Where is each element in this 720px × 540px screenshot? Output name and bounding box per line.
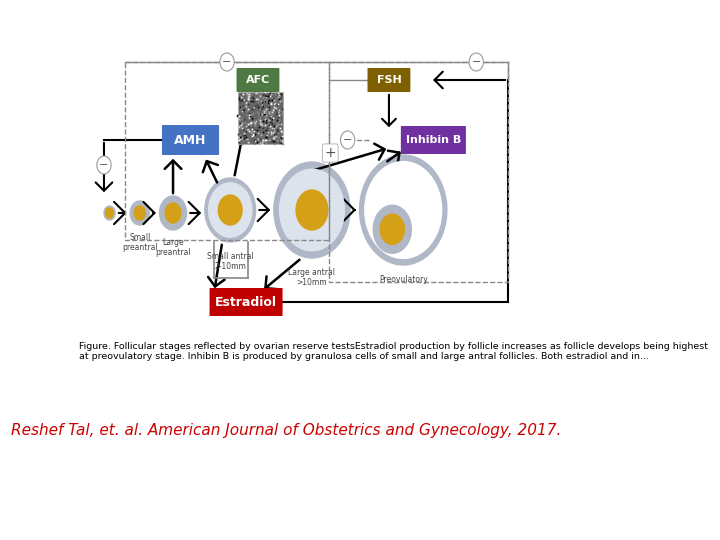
Text: Reshef Tal, et. al. American Journal of Obstetrics and Gynecology, 2017.: Reshef Tal, et. al. American Journal of …	[11, 422, 561, 437]
Circle shape	[279, 169, 344, 251]
Bar	[125, 62, 330, 240]
Circle shape	[373, 205, 411, 253]
Circle shape	[209, 183, 252, 237]
Circle shape	[359, 155, 447, 265]
Circle shape	[365, 161, 441, 259]
FancyBboxPatch shape	[162, 125, 219, 155]
Text: Small antral
2-10mm: Small antral 2-10mm	[207, 252, 253, 272]
Text: AFC: AFC	[246, 75, 270, 85]
Circle shape	[160, 196, 186, 230]
Text: Large
preantral: Large preantral	[156, 238, 191, 258]
Text: Inhibin B: Inhibin B	[406, 135, 461, 145]
Circle shape	[380, 214, 404, 244]
Text: −: −	[99, 160, 109, 170]
Text: AMH: AMH	[174, 133, 207, 146]
Text: −: −	[222, 57, 232, 67]
Circle shape	[204, 178, 256, 242]
Circle shape	[274, 162, 350, 258]
Text: Figure. Follicular stages reflected by ovarian reserve testsEstradiol production: Figure. Follicular stages reflected by o…	[79, 342, 708, 361]
Circle shape	[96, 156, 111, 174]
Text: −: −	[343, 135, 352, 145]
FancyBboxPatch shape	[367, 68, 410, 92]
Circle shape	[296, 190, 328, 230]
Text: Small
preantral: Small preantral	[122, 233, 158, 252]
Circle shape	[469, 53, 483, 71]
FancyBboxPatch shape	[210, 288, 282, 316]
Circle shape	[218, 195, 242, 225]
Circle shape	[106, 208, 114, 218]
Circle shape	[341, 131, 355, 149]
Circle shape	[380, 214, 404, 244]
Text: −: −	[472, 57, 481, 67]
Circle shape	[220, 53, 234, 71]
Text: FSH: FSH	[377, 75, 401, 85]
Circle shape	[165, 203, 181, 223]
FancyBboxPatch shape	[237, 68, 279, 92]
Text: Preovulatory: Preovulatory	[379, 275, 428, 284]
Circle shape	[104, 206, 115, 220]
Text: +: +	[325, 146, 336, 160]
Circle shape	[130, 201, 149, 225]
Text: Estradiol: Estradiol	[215, 295, 277, 308]
Bar	[330, 62, 508, 282]
FancyBboxPatch shape	[401, 126, 466, 154]
Text: Large antral
>10mm: Large antral >10mm	[289, 268, 336, 287]
Circle shape	[134, 206, 145, 220]
Bar	[238, 92, 282, 144]
